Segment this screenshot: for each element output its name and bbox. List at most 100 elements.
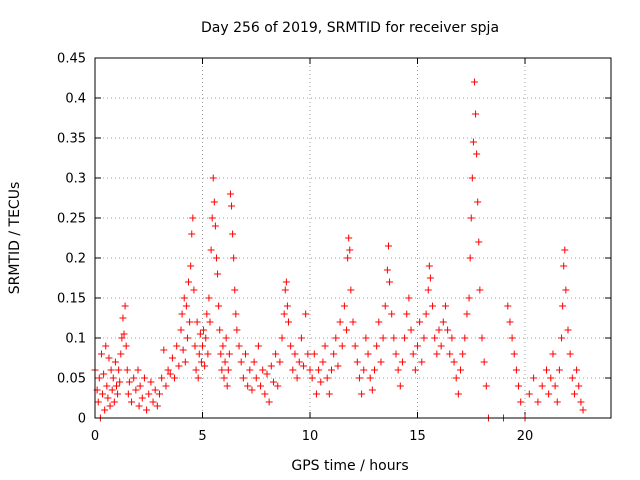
data-point bbox=[272, 350, 280, 358]
data-point bbox=[355, 374, 363, 382]
data-point bbox=[242, 350, 249, 358]
data-point bbox=[474, 198, 482, 206]
data-point bbox=[345, 234, 353, 242]
data-point bbox=[562, 286, 570, 294]
data-point bbox=[120, 330, 128, 338]
data-point bbox=[193, 318, 201, 326]
data-point bbox=[173, 342, 181, 350]
data-point bbox=[346, 246, 354, 254]
data-point bbox=[130, 374, 138, 382]
data-point bbox=[177, 326, 185, 334]
y-tick-label: 0.2 bbox=[65, 252, 86, 267]
data-point bbox=[558, 334, 566, 342]
data-point bbox=[109, 374, 117, 382]
data-point bbox=[102, 342, 110, 350]
data-point bbox=[566, 350, 574, 358]
data-point bbox=[179, 346, 187, 354]
data-point bbox=[291, 350, 299, 358]
data-point bbox=[95, 374, 103, 382]
data-point bbox=[124, 390, 132, 398]
data-point bbox=[197, 358, 205, 366]
data-point bbox=[304, 350, 312, 358]
y-tick-label: 0.4 bbox=[65, 92, 86, 107]
data-point bbox=[269, 378, 277, 386]
data-point bbox=[480, 358, 488, 366]
data-point bbox=[463, 310, 471, 318]
data-point bbox=[156, 390, 163, 398]
x-tick-label: 15 bbox=[409, 429, 426, 444]
data-point bbox=[429, 302, 437, 310]
data-point bbox=[183, 334, 191, 342]
data-point bbox=[343, 326, 351, 334]
data-point bbox=[153, 402, 161, 410]
data-point bbox=[425, 262, 433, 270]
data-point bbox=[570, 390, 578, 398]
data-point bbox=[237, 358, 245, 366]
data-point bbox=[226, 190, 234, 198]
data-point bbox=[119, 314, 127, 322]
data-point bbox=[195, 350, 203, 358]
data-point bbox=[206, 318, 214, 326]
y-tick-label: 0.1 bbox=[65, 332, 86, 347]
data-point bbox=[441, 302, 449, 310]
data-point bbox=[140, 374, 148, 382]
data-point bbox=[220, 374, 228, 382]
x-axis-label: GPS time / hours bbox=[291, 458, 408, 474]
data-point bbox=[209, 174, 217, 182]
data-point bbox=[254, 342, 262, 350]
x-tick-label: 5 bbox=[198, 429, 206, 444]
data-point bbox=[228, 202, 236, 210]
data-point bbox=[431, 334, 439, 342]
data-point bbox=[448, 334, 456, 342]
data-point bbox=[231, 286, 239, 294]
data-point bbox=[454, 390, 462, 398]
data-point bbox=[300, 362, 308, 370]
data-point bbox=[525, 390, 533, 398]
data-point bbox=[396, 382, 404, 390]
data-point bbox=[377, 358, 385, 366]
data-point bbox=[424, 286, 432, 294]
data-point bbox=[379, 334, 387, 342]
data-point bbox=[235, 342, 243, 350]
data-point bbox=[312, 390, 320, 398]
data-point bbox=[553, 398, 561, 406]
data-point bbox=[244, 382, 252, 390]
data-point bbox=[100, 370, 108, 378]
data-point bbox=[381, 302, 389, 310]
data-point bbox=[246, 366, 254, 374]
data-point bbox=[263, 370, 271, 378]
x-tick-label: 0 bbox=[91, 429, 99, 444]
data-point bbox=[110, 398, 118, 406]
data-point bbox=[216, 326, 224, 334]
y-tick-label: 0.25 bbox=[57, 212, 86, 227]
data-point bbox=[405, 294, 413, 302]
data-point bbox=[125, 378, 133, 386]
data-point bbox=[457, 366, 464, 374]
data-point bbox=[221, 358, 229, 366]
data-point bbox=[117, 350, 125, 358]
data-point bbox=[437, 342, 445, 350]
data-point bbox=[332, 334, 340, 342]
data-point bbox=[196, 330, 204, 338]
data-point bbox=[403, 310, 411, 318]
data-point bbox=[278, 334, 286, 342]
data-point bbox=[187, 262, 195, 270]
data-point bbox=[212, 254, 220, 262]
data-point bbox=[252, 374, 260, 382]
data-point bbox=[107, 366, 115, 374]
data-point bbox=[134, 366, 142, 374]
data-point bbox=[334, 362, 342, 370]
data-point bbox=[108, 386, 116, 394]
data-point bbox=[113, 382, 120, 390]
data-point bbox=[175, 362, 183, 370]
data-point bbox=[158, 374, 166, 382]
data-point bbox=[186, 318, 194, 326]
data-point bbox=[261, 390, 269, 398]
data-point bbox=[392, 350, 400, 358]
data-point bbox=[433, 350, 441, 358]
data-point bbox=[118, 334, 126, 342]
data-point bbox=[116, 378, 124, 386]
data-point bbox=[147, 378, 155, 386]
data-point bbox=[97, 350, 105, 358]
